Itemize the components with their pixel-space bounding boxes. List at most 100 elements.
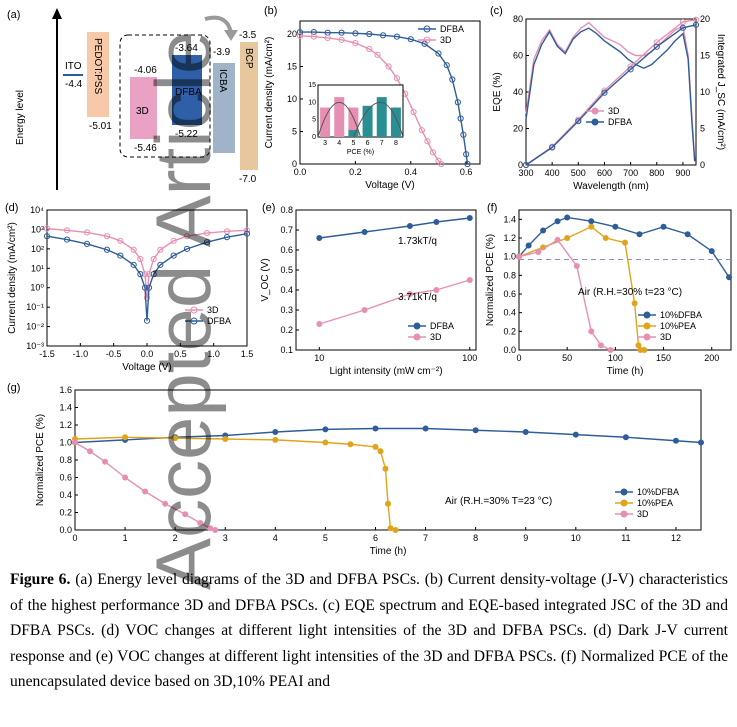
inset-xlabel: PCE (%) [347,149,374,156]
series-3D-line [319,279,470,325]
y-tick-label: 40 [513,87,523,97]
y-tick-label: 1.6 [59,385,72,395]
x-tick-label: 2 [173,533,178,543]
y-tick-label: 0 [518,160,523,170]
series-10%DFBA-point [322,426,329,433]
series-10%DFBA-point [660,223,667,230]
legend-marker [413,333,421,341]
x-tick-label: 0.2 [349,167,362,177]
series-DFBA-point [310,28,317,36]
series-3D-point [429,149,437,156]
legend-marker [620,488,628,496]
series-DFBA-point [435,50,442,57]
panel-d-label: (d) [5,202,18,214]
series-DFBA-point [316,235,323,241]
series-3D-point [197,520,204,526]
series-10%PEA-point [172,435,179,442]
series-10%PEA-point [322,439,329,446]
series-10%DFBA-line [74,427,702,444]
inset-bar-DFBA [348,130,359,137]
series-3D-point [597,342,604,349]
series-3D-point [203,229,211,237]
series-DFBA-point [117,252,124,259]
y-tick-label: 10⁻² [26,322,44,332]
series-DFBA-point [454,99,461,106]
threeD-label: 3D [136,106,149,117]
series-3D-integrated-point [653,39,660,46]
series-10%PEA-point [631,300,638,307]
x-tick-label: 400 [545,168,560,178]
y-tick-label: 1.0 [503,252,516,262]
series-DFBA-point [170,252,177,259]
series-DFBA-integrated-point [679,24,687,31]
y-tick-label: 0.8 [59,455,72,465]
x-tick-label: 8 [473,533,478,543]
x-tick-label: -1.0 [73,349,89,359]
x-tick-label: 500 [571,168,586,178]
legend-marker [190,306,198,314]
legend-label: 3D [430,332,442,342]
series-10%DFBA-point [572,431,579,438]
series-3D-point [141,271,149,278]
x-tick-label: 600 [597,168,612,178]
series-10%DFBA-point [636,231,643,238]
y-tick-label: 0.2 [503,326,516,336]
y-tick-label: 0.0 [503,345,516,355]
x-tick-label: 0.6 [460,167,473,177]
inset-frame [317,84,404,138]
x-tick-label: 0.0 [141,349,154,359]
series-DFBA-point [43,233,51,240]
x-tick-label: 0.0 [294,167,307,177]
series-DFBA-point [103,246,111,253]
series-3D-point [223,228,231,235]
annotation-air: Air (R.H.=30% T=23 °C) [445,496,552,507]
y2-tick-label: 5 [700,124,705,134]
inset-y-tick: 0 [312,134,316,141]
series-3D-point [243,227,251,234]
x-tick-label: 4 [273,533,278,543]
x-tick-label: 200 [704,353,719,363]
threeD-bottom: -5.46 [134,143,157,154]
series-DFBA-point [366,30,373,38]
series-10%PEA-point [635,342,642,349]
y-tick-label: 0.8 [503,270,516,280]
series-3D-line [46,227,248,298]
series-10%PEA-point [347,441,354,448]
inset-bar-3D [348,107,359,137]
panel-d-dark-jv-chart: (d) -1.5 -1.0 -0.5 0.0 0.5 1.0 1.5 10⁻³ 10⁻² 10⁻¹ 1… [5,202,253,373]
legend-label: 3D [440,35,452,45]
y-tick-label: 0.6 [280,245,293,255]
series-DFBA-line [46,233,248,321]
series-DFBA-point [203,239,211,246]
ito-level: -4.4 [65,79,83,90]
y-tick-label: 0.7 [280,225,293,235]
x-axis-label: Light intensity (mW cm⁻²) [329,366,442,377]
x-tick-label: 150 [656,353,671,363]
series-DFBA-point [466,215,473,221]
series-3D-point [535,249,542,255]
dfba-bottom: -5.22 [175,129,198,140]
series-DFBA-point [141,284,149,291]
plot-frame [518,209,732,351]
x-tick-label: 5 [323,533,328,543]
x-tick-label: 50 [562,353,572,363]
legend-label: 3D [660,332,672,342]
x-axis-label: Voltage (V) [122,362,171,373]
bcp-label: BCP [243,48,254,69]
inset-x-tick: 7 [380,140,384,147]
series-DFBA-point [379,32,387,39]
panel-a-label: (a) [7,9,20,21]
annotation-air: Air (R.H.=30% t=23 °C) [578,287,682,298]
legend-marker [620,499,628,507]
series-3D-point [424,138,431,145]
dfba-label: DFBA [175,87,202,98]
panel-g-stability-chart: (g)0 1 2 3 4 5 6 7 8 9 10 11 120.00.20.40.60.81.01.2… [7,382,704,557]
series-3D-point [361,307,368,313]
panel-c-label: (c) [490,5,503,17]
series-DFBA-point [137,271,144,278]
series-3D-point [207,525,214,532]
annotation-3D: 3.71kT/q [398,292,437,303]
y-tick-label: 20 [513,124,523,134]
series-3D-point [296,32,304,40]
y-tick-label: 0.5 [280,265,293,275]
